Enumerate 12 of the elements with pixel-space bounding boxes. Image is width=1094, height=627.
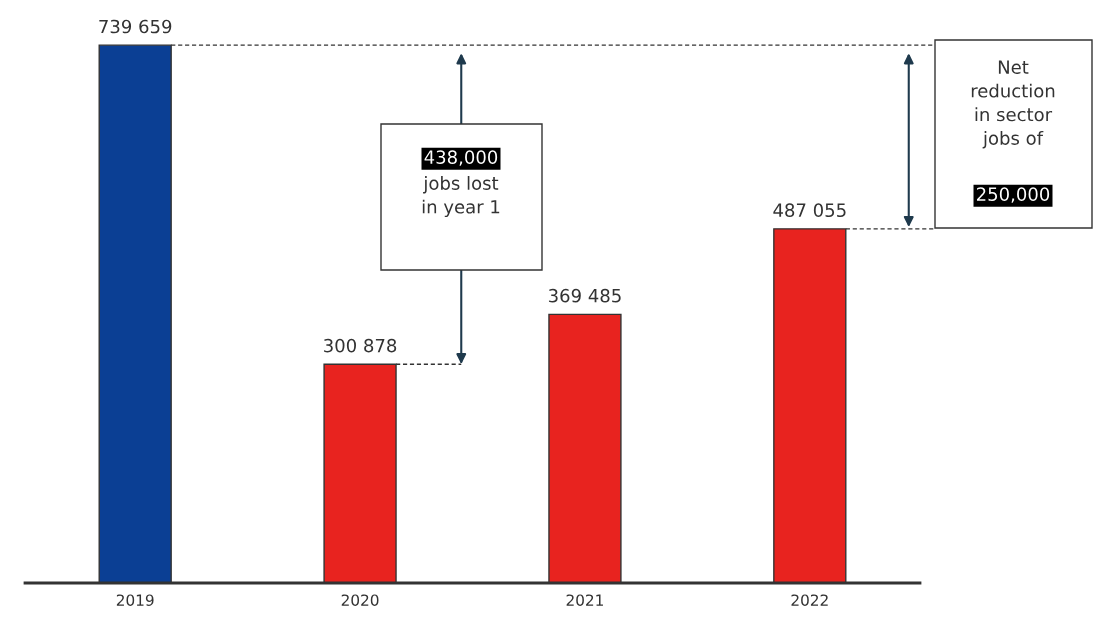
data-label: 739 659 (99, 19, 172, 34)
x-tick-label: 2021 (566, 594, 603, 606)
data-label: 487 055 (773, 203, 846, 218)
x-tick-label: 2019 (116, 594, 154, 606)
data-label: 369 485 (548, 288, 621, 303)
text: Net reduction in sector jobs of (971, 60, 1055, 149)
annotation: 438,000 (424, 150, 498, 166)
annotation: jobs lost in year 1 (422, 176, 500, 218)
x-tick-label: 2020 (341, 594, 379, 606)
data-label: 300 878 (324, 338, 397, 353)
text: 250,000 (976, 187, 1050, 203)
x-tick-label: 2022 (791, 594, 828, 606)
